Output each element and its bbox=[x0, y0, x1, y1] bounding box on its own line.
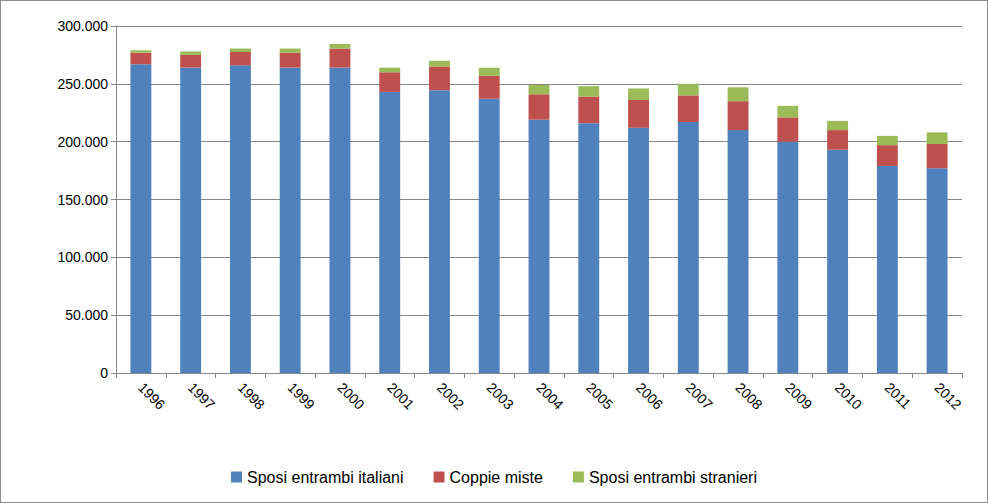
svg-text:2007: 2007 bbox=[683, 379, 716, 412]
svg-text:1998: 1998 bbox=[235, 379, 268, 412]
svg-text:300.000: 300.000 bbox=[57, 18, 108, 34]
svg-text:150.000: 150.000 bbox=[57, 192, 108, 208]
svg-text:2001: 2001 bbox=[384, 379, 417, 412]
svg-text:2005: 2005 bbox=[583, 379, 616, 412]
svg-text:250.000: 250.000 bbox=[57, 76, 108, 92]
svg-text:2012: 2012 bbox=[931, 379, 964, 412]
svg-text:200.000: 200.000 bbox=[57, 134, 108, 150]
svg-text:0: 0 bbox=[100, 365, 108, 381]
svg-text:2004: 2004 bbox=[533, 379, 566, 412]
svg-text:2002: 2002 bbox=[434, 379, 467, 412]
svg-text:2000: 2000 bbox=[334, 379, 367, 412]
svg-text:1996: 1996 bbox=[135, 379, 168, 412]
svg-text:100.000: 100.000 bbox=[57, 249, 108, 265]
svg-text:2008: 2008 bbox=[732, 379, 765, 412]
svg-text:2009: 2009 bbox=[782, 379, 815, 412]
svg-text:Sposi entrambi italiani: Sposi entrambi italiani bbox=[247, 469, 404, 486]
svg-text:2011: 2011 bbox=[882, 379, 915, 412]
svg-text:Coppie miste: Coppie miste bbox=[450, 469, 543, 486]
svg-text:2010: 2010 bbox=[832, 379, 865, 412]
svg-text:2006: 2006 bbox=[633, 379, 666, 412]
svg-text:Sposi entrambi stranieri: Sposi entrambi stranieri bbox=[589, 469, 757, 486]
svg-text:1999: 1999 bbox=[285, 379, 318, 412]
svg-text:2003: 2003 bbox=[484, 379, 517, 412]
svg-text:50.000: 50.000 bbox=[65, 307, 108, 323]
svg-text:1997: 1997 bbox=[185, 379, 218, 412]
